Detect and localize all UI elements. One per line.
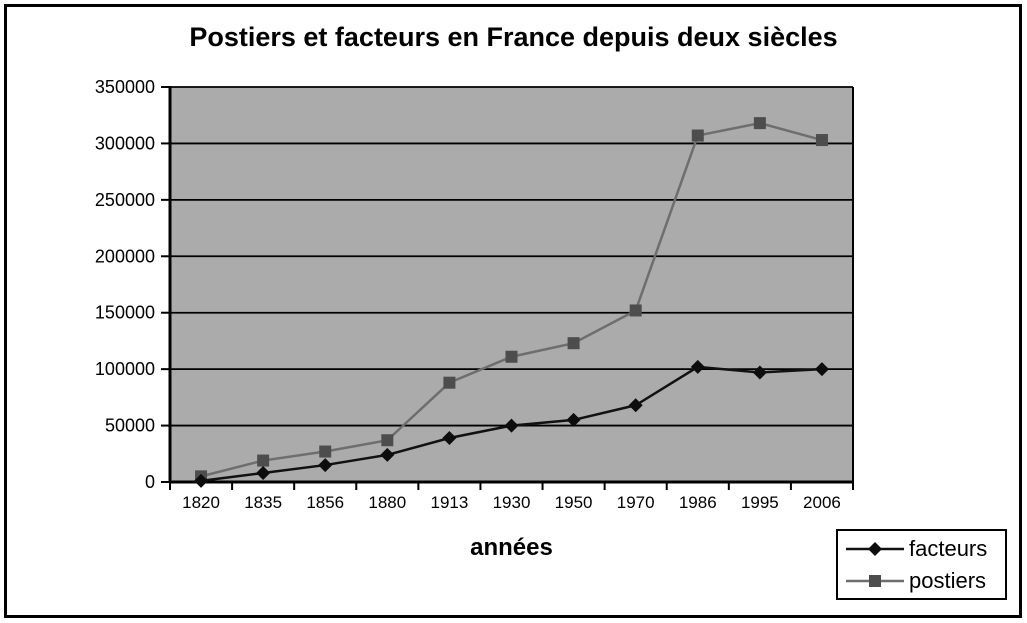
y-tick-label: 250000 [95, 190, 155, 210]
diamond-marker [504, 418, 519, 433]
legend-item-facteurs: facteurs [843, 533, 1005, 564]
square-marker [691, 129, 704, 142]
x-tick-label: 1930 [493, 493, 531, 512]
diamond-marker [442, 430, 457, 445]
postiers-line-marker-icon [846, 574, 904, 587]
legend-item-postiers: postiers [843, 565, 1005, 596]
x-tick-label: 1820 [182, 493, 220, 512]
x-tick-label: 1986 [679, 493, 717, 512]
y-tick-label: 350000 [95, 77, 155, 97]
square-marker [815, 134, 828, 147]
x-tick-label: 1950 [555, 493, 593, 512]
x-tick-label: 2006 [803, 493, 841, 512]
square-marker [505, 350, 518, 363]
y-tick-label: 100000 [95, 359, 155, 379]
y-tick-label: 0 [145, 472, 155, 492]
diamond-marker [256, 465, 271, 480]
y-tick-label: 150000 [95, 303, 155, 323]
x-axis-label: années [470, 534, 553, 561]
legend: facteurs postiers [836, 529, 1007, 600]
diamond-marker [628, 398, 643, 413]
facteurs-line-marker-icon [846, 541, 904, 556]
x-tick-label: 1835 [244, 493, 282, 512]
square-marker [629, 304, 642, 317]
square-marker [869, 574, 881, 587]
chart-title: Postiers et facteurs en France depuis de… [189, 22, 838, 52]
diamond-marker [690, 359, 705, 374]
square-marker [443, 376, 456, 389]
square-marker [257, 454, 270, 467]
x-tick-label: 1995 [741, 493, 779, 512]
square-marker [381, 434, 394, 447]
diamond-marker [194, 473, 209, 488]
diamond-marker [380, 447, 395, 462]
diamond-marker [752, 365, 767, 380]
square-marker [319, 445, 332, 458]
x-tick-label: 1856 [306, 493, 344, 512]
x-tick-label: 1880 [368, 493, 406, 512]
square-marker [567, 337, 580, 350]
legend-label-postiers: postiers [909, 567, 987, 593]
diamond-marker [868, 541, 882, 556]
x-tick-label: 1970 [617, 493, 655, 512]
plot-area [170, 87, 853, 482]
diamond-marker [318, 458, 333, 473]
square-marker [753, 117, 766, 130]
diamond-marker [566, 412, 581, 427]
legend-label-facteurs: facteurs [909, 535, 988, 561]
y-tick-label: 50000 [105, 416, 155, 436]
diamond-marker [814, 362, 829, 377]
y-tick-label: 200000 [95, 246, 155, 266]
x-tick-label: 1913 [430, 493, 468, 512]
y-tick-label: 300000 [95, 133, 155, 153]
